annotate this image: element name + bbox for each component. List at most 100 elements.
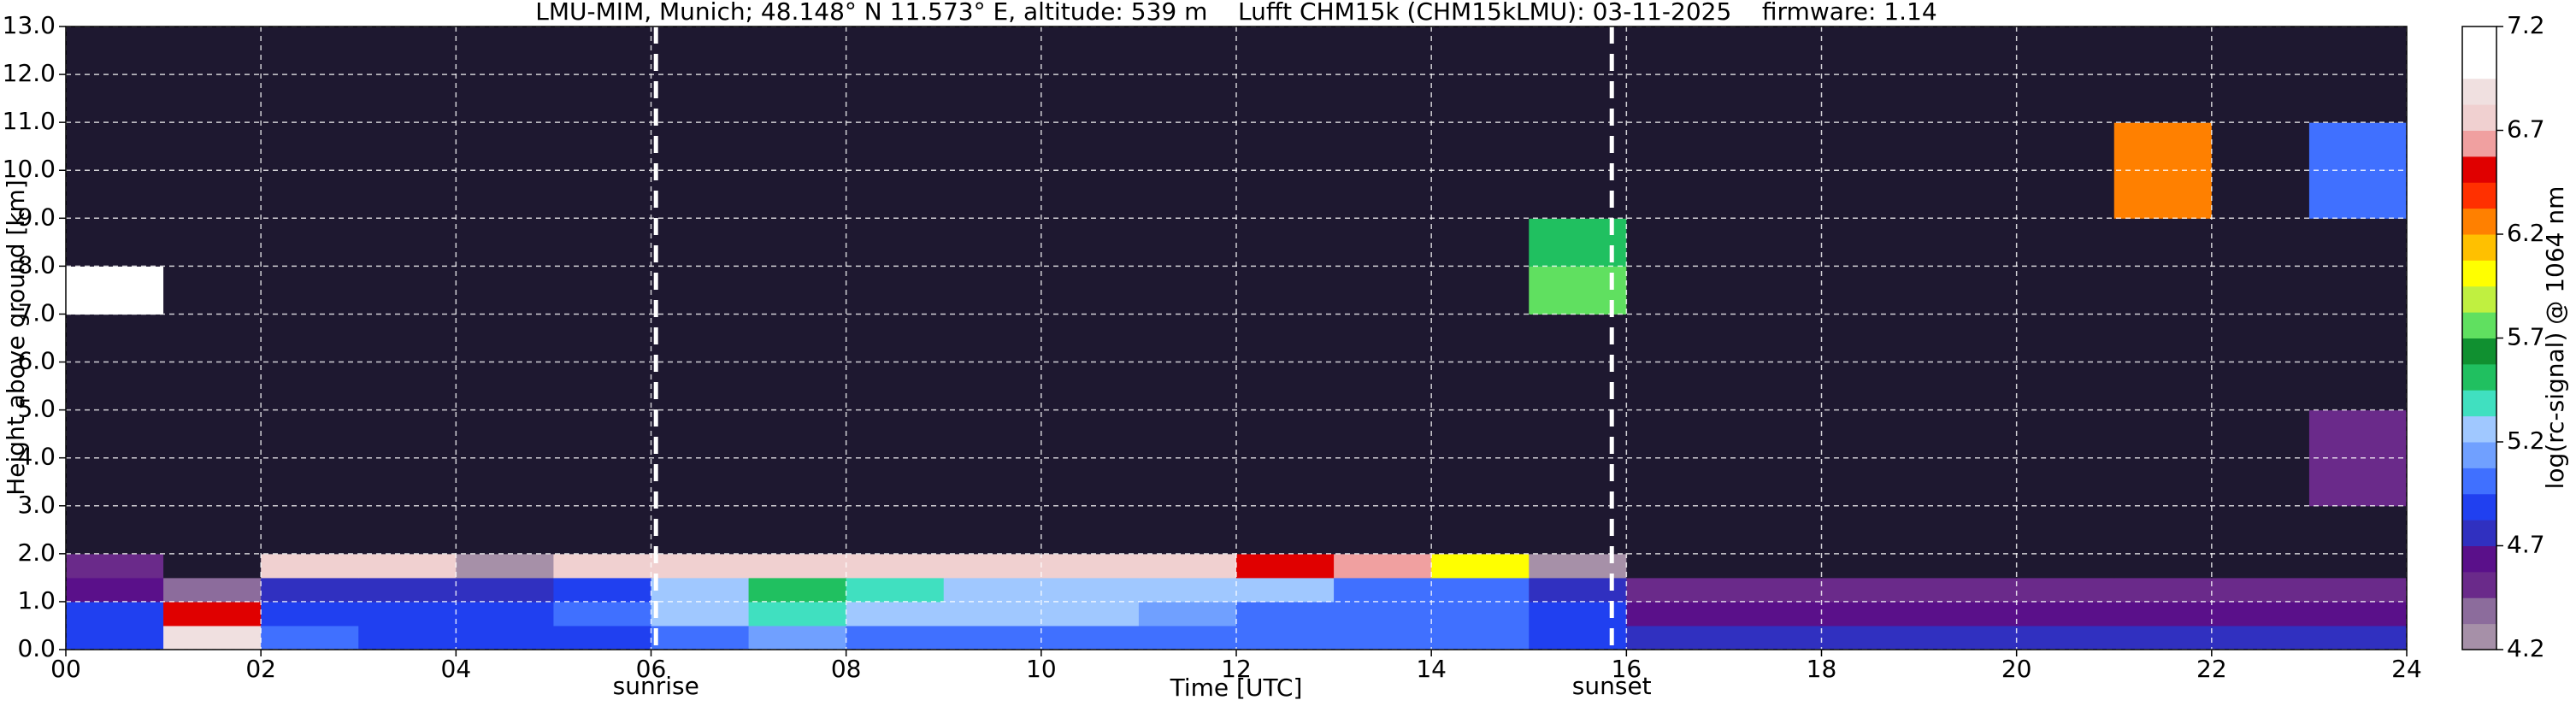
heatmap-cell [943, 577, 1042, 603]
colorbar-segment [2462, 415, 2496, 443]
heatmap-cell [943, 625, 1042, 650]
heatmap-cell [2211, 601, 2310, 627]
colorbar-segment [2462, 597, 2496, 625]
heatmap-cell [261, 505, 359, 555]
heatmap-cell [1431, 505, 1530, 555]
heatmap-cell [358, 553, 457, 579]
heatmap-cell [1919, 218, 2018, 267]
heatmap-cell [1724, 625, 1822, 650]
heatmap-cell [748, 553, 847, 579]
heatmap-cell [2113, 218, 2213, 267]
heatmap-cell [456, 577, 554, 603]
heatmap-cell [2016, 625, 2115, 650]
heatmap-cell [1138, 553, 1237, 579]
colorbar-segment [2462, 520, 2496, 546]
colorbar-segment [2462, 260, 2496, 287]
heatmap-cell [1919, 266, 2018, 315]
heatmap-cell [1040, 553, 1140, 579]
heatmap-cell [1919, 577, 2018, 603]
colorbar-segment [2462, 208, 2496, 235]
heatmap-cell [1724, 601, 1822, 627]
heatmap-cell [1724, 577, 1822, 603]
heatmap-cell [2211, 577, 2310, 603]
heatmap-cell [943, 553, 1042, 579]
y-tick-label: 3.0 [17, 491, 56, 519]
heatmap-cell [2113, 601, 2213, 627]
heatmap-cell [553, 577, 651, 603]
heatmap-cell [553, 218, 651, 267]
y-tick-label: 2.0 [17, 538, 56, 567]
x-tick-label: 04 [441, 655, 472, 683]
y-tick-label: 6.0 [17, 347, 56, 375]
x-tick-label: 10 [1026, 655, 1057, 683]
heatmap-cell [1236, 505, 1335, 555]
colorbar-segment [2462, 104, 2496, 131]
y-tick-label: 10.0 [3, 155, 56, 183]
heatmap-cell [1724, 266, 1822, 315]
heatmap-cell [2211, 266, 2310, 315]
colorbar-segment [2462, 130, 2496, 157]
heatmap-cell [748, 266, 847, 315]
heatmap-cell [456, 266, 554, 315]
heatmap-cell [846, 577, 945, 603]
heatmap-cell [2113, 505, 2213, 555]
heatmap-cell [1431, 577, 1530, 603]
heatmap-cell [2016, 505, 2115, 555]
heatmap-cell [1919, 625, 2018, 650]
heatmap-cell [2016, 553, 2115, 579]
colorbar-tick-label: 5.7 [2507, 323, 2545, 351]
heatmap-cell [1821, 577, 1920, 603]
heatmap-cell [1236, 266, 1335, 315]
heatmap-cell [163, 577, 262, 603]
heatmap-cell [651, 218, 750, 267]
heatmap-cell [261, 266, 359, 315]
heatmap-cell [1138, 505, 1237, 555]
heatmap-cell [748, 218, 847, 267]
heatmap-cell [1334, 218, 1432, 267]
heatmap-cell [1431, 553, 1530, 579]
heatmap-cell [1138, 577, 1237, 603]
heatmap-cell [2016, 577, 2115, 603]
colorbar-segment [2462, 363, 2496, 391]
heatmap-cell [846, 625, 945, 650]
heatmap-cell [66, 266, 164, 315]
heatmap-cell [1334, 266, 1432, 315]
colorbar-label: log(rc-signal) @ 1064 nm [2541, 186, 2569, 490]
heatmap-cell [1431, 625, 1530, 650]
heatmap-cell [1626, 505, 1724, 555]
heatmap-cell [2308, 553, 2408, 579]
heatmap-cell [2113, 266, 2213, 315]
colorbar-segment [2462, 571, 2496, 598]
heatmap-cell [1724, 218, 1822, 267]
heatmap-cell [1626, 266, 1724, 315]
heatmap-cell [66, 625, 164, 650]
x-tick-label: 08 [831, 655, 862, 683]
heatmap-cell [66, 553, 164, 579]
heatmap-cell [943, 601, 1042, 627]
x-tick-label: 06 [636, 655, 667, 683]
annotation-label: sunset [1572, 672, 1652, 700]
annotation-label: sunrise [613, 672, 699, 700]
heatmap-cell [358, 505, 457, 555]
y-axis-label: Height above ground [km] [2, 179, 30, 496]
heatmap-cell [66, 601, 164, 627]
y-tick-label: 1.0 [17, 586, 56, 615]
heatmap-cell [1626, 601, 1724, 627]
heatmap-cell [1040, 577, 1140, 603]
heatmap-cell [358, 218, 457, 267]
colorbar-segment [2462, 182, 2496, 209]
heatmap-cell [1236, 625, 1335, 650]
heatmap-cell [2211, 505, 2310, 555]
heatmap-cell [1724, 505, 1822, 555]
heatmap-cell [943, 218, 1042, 267]
colorbar-tick-label: 4.7 [2507, 531, 2545, 559]
heatmap-cell [261, 218, 359, 267]
heatmap-cell [1821, 601, 1920, 627]
heatmap-cell [66, 505, 164, 555]
heatmap-cell [1724, 553, 1822, 579]
heatmap-cell [1236, 601, 1335, 627]
y-tick-label: 0.0 [17, 634, 56, 662]
heatmap-cell [748, 577, 847, 603]
y-tick-label: 12.0 [3, 59, 56, 87]
